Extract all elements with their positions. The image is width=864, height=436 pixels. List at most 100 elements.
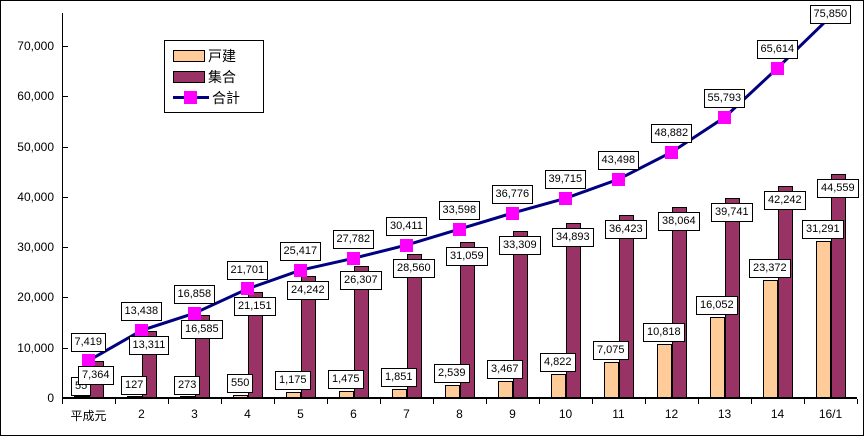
y-axis-label: 20,000 — [17, 290, 54, 305]
data-label-apartments: 36,423 — [605, 219, 647, 239]
total-marker — [718, 110, 731, 124]
total-marker — [506, 206, 519, 220]
total-marker — [612, 172, 625, 186]
legend-label-apartments: 集合 — [208, 68, 236, 85]
data-label-detached: 23,372 — [749, 259, 791, 279]
legend-label-detached: 戸建 — [208, 47, 236, 64]
x-axis-label: 13 — [717, 407, 732, 421]
data-label-total: 16,858 — [173, 285, 216, 305]
bar-apartments — [671, 206, 687, 398]
x-axis-label: 16/1 — [818, 407, 843, 421]
bar-detached — [73, 396, 89, 398]
data-label-total: 7,419 — [70, 332, 107, 352]
x-tick — [380, 399, 381, 404]
data-label-total: 55,793 — [703, 89, 746, 109]
data-label-detached: 3,467 — [487, 359, 523, 379]
x-axis-label: 12 — [664, 407, 679, 421]
data-label-total: 43,498 — [597, 151, 640, 171]
bar-detached — [603, 362, 619, 398]
bar-detached — [285, 392, 301, 398]
y-axis-label: 40,000 — [17, 189, 54, 204]
data-label-detached: 16,052 — [696, 296, 738, 316]
bar-detached — [232, 395, 248, 398]
bar-detached — [444, 385, 460, 398]
data-label-apartments: 44,559 — [817, 178, 859, 198]
y-axis-label: 10,000 — [17, 340, 54, 355]
bar-apartments — [777, 185, 793, 398]
y-axis-label: 0 — [47, 391, 54, 405]
bar-apartments — [830, 173, 846, 398]
data-label-apartments: 24,242 — [287, 281, 329, 301]
x-axis — [62, 397, 857, 399]
data-label-detached: 273 — [174, 375, 201, 395]
x-tick — [804, 399, 805, 404]
x-axis-label: 7 — [403, 407, 410, 421]
x-tick — [857, 399, 858, 404]
y-axis-label: 50,000 — [17, 139, 54, 154]
x-tick — [486, 399, 487, 404]
x-axis-label: 8 — [456, 407, 463, 421]
legend-line-marker-icon — [173, 91, 209, 104]
y-tick — [63, 347, 68, 349]
data-label-total: 30,411 — [386, 217, 427, 237]
data-label-total: 36,776 — [491, 185, 534, 205]
bar-detached — [497, 380, 513, 398]
data-label-total: 13,438 — [120, 302, 163, 322]
y-axis-label: 70,000 — [17, 39, 54, 53]
x-tick — [221, 399, 222, 404]
bar-apartments — [618, 214, 634, 398]
bar-detached — [391, 388, 407, 398]
data-label-detached: 550 — [227, 374, 254, 394]
x-axis-label: 14 — [770, 407, 785, 421]
x-tick — [751, 399, 752, 404]
total-marker — [665, 145, 678, 159]
total-marker — [400, 238, 413, 252]
data-label-detached: 4,822 — [540, 352, 576, 372]
data-label-apartments: 42,242 — [764, 190, 806, 210]
data-label-apartments: 33,309 — [499, 235, 541, 255]
data-label-detached: 2,539 — [434, 364, 470, 384]
x-tick — [539, 399, 540, 404]
data-label-total: 33,598 — [438, 201, 481, 221]
data-label-apartments: 16,585 — [181, 319, 223, 339]
data-label-apartments: 7,364 — [78, 365, 114, 385]
x-axis-label: 9 — [509, 407, 516, 421]
bar-detached — [179, 396, 195, 398]
total-marker — [294, 263, 307, 277]
y-tick — [63, 46, 68, 47]
data-label-apartments: 38,064 — [658, 211, 700, 231]
data-label-apartments: 26,307 — [340, 270, 382, 290]
bar-detached — [815, 240, 831, 398]
legend-label-total: 合計 — [212, 89, 240, 106]
x-axis-label: 平成元 — [70, 409, 107, 423]
data-label-detached: 127 — [121, 376, 148, 396]
data-label-total: 39,715 — [544, 170, 587, 190]
bar-detached — [338, 390, 354, 398]
x-axis-label: 5 — [297, 407, 304, 421]
y-tick — [63, 96, 68, 98]
bar-detached — [709, 317, 725, 398]
x-tick — [645, 399, 646, 404]
legend-item-total: 合計 — [173, 89, 255, 106]
bar-detached — [126, 396, 142, 398]
total-marker — [347, 251, 360, 265]
data-label-apartments: 31,059 — [446, 246, 488, 266]
y-tick — [63, 297, 68, 299]
y-axis-label: 60,000 — [17, 89, 54, 104]
y-axis — [62, 13, 63, 398]
data-label-total: 25,417 — [279, 242, 322, 262]
data-label-detached: 10,818 — [643, 322, 685, 342]
data-label-apartments: 39,741 — [711, 203, 753, 223]
data-label-detached: 31,291 — [802, 219, 844, 239]
x-tick — [115, 399, 116, 404]
x-tick — [698, 399, 699, 404]
x-axis-label: 10 — [558, 407, 573, 421]
y-tick — [63, 196, 68, 198]
bar-detached — [762, 280, 778, 398]
legend: 戸建 集合 合計 — [164, 40, 264, 113]
y-tick — [63, 247, 68, 249]
data-label-apartments: 34,893 — [552, 227, 594, 247]
total-marker — [453, 222, 466, 236]
y-axis-label: 30,000 — [17, 240, 54, 255]
